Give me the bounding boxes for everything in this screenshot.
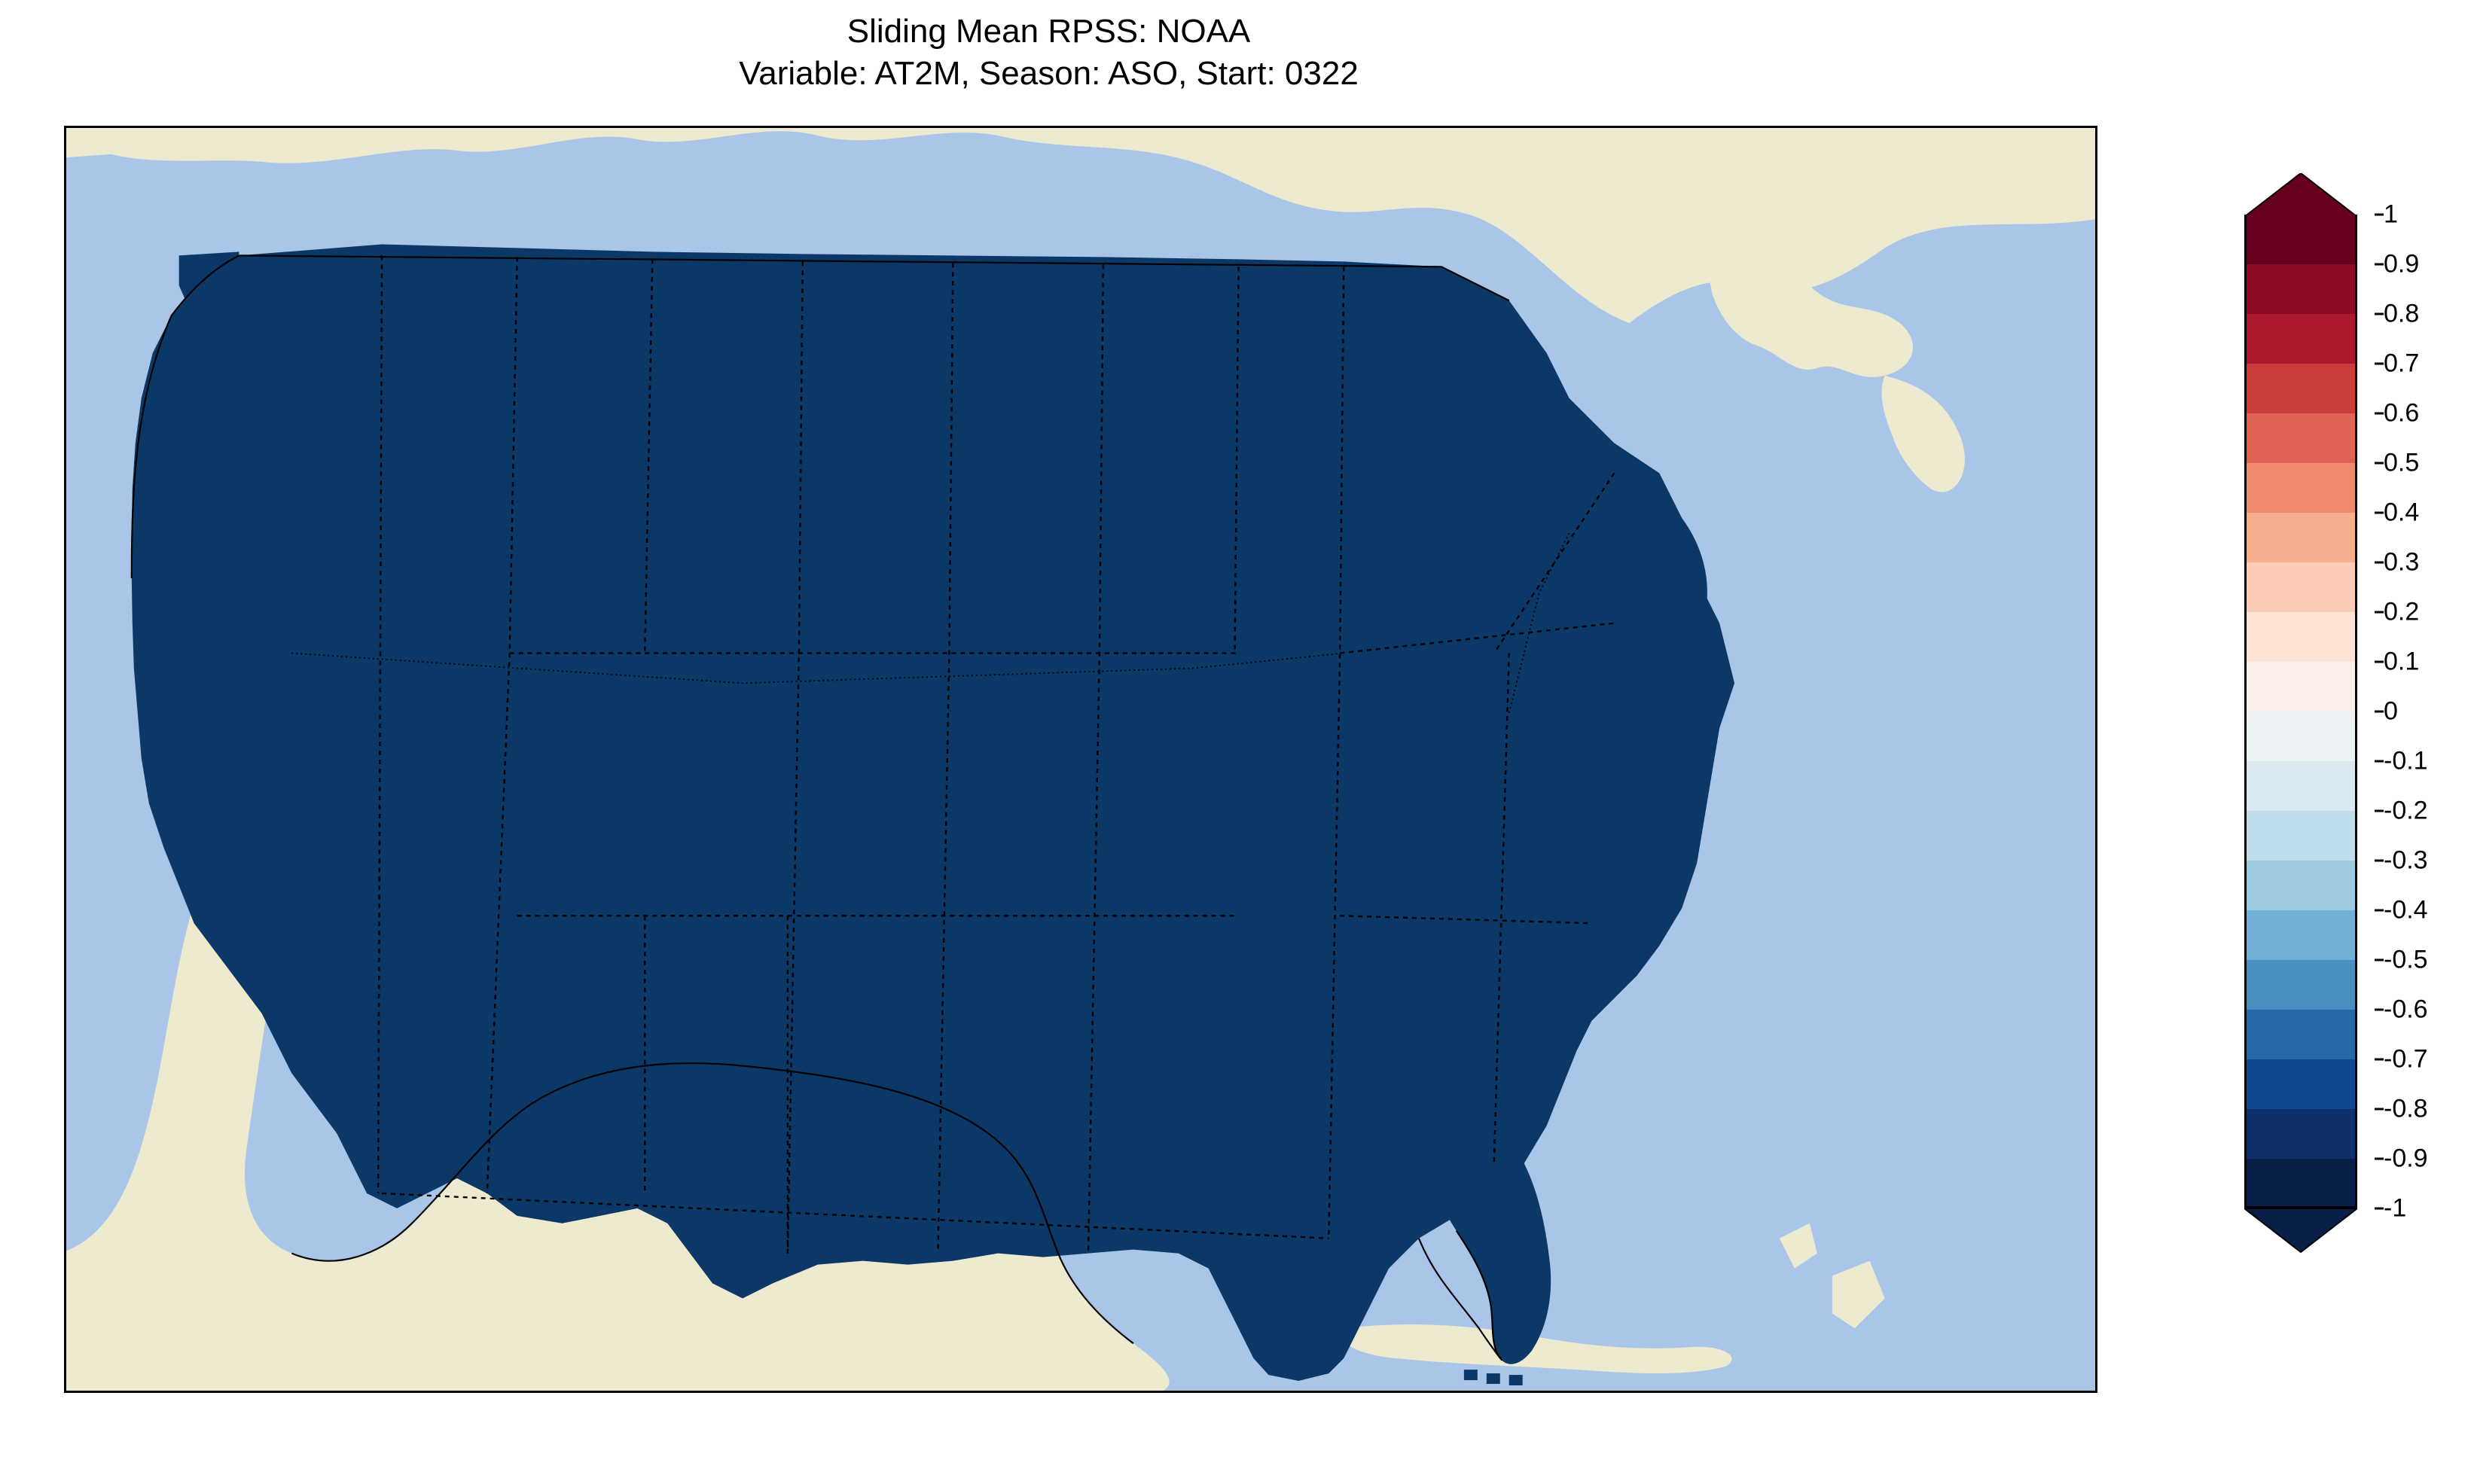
tick-mark [2375, 611, 2384, 614]
tick-mark [2375, 860, 2384, 862]
colorbar-segment-5[interactable] [2244, 463, 2357, 513]
colorbar-segment-15[interactable] [2244, 960, 2357, 1010]
colorbar-tick-label-6: 0.4 [2384, 498, 2419, 528]
colorbar-tick-label-5: 0.5 [2384, 449, 2419, 478]
tick-mark [2375, 512, 2384, 514]
colorbar-segment-12[interactable] [2244, 811, 2357, 861]
colorbar-segment-14[interactable] [2244, 910, 2357, 960]
colorbar-tick-label-1: 0.9 [2384, 250, 2419, 279]
colorbar-tick-label-8: 0.2 [2384, 598, 2419, 627]
tick-mark [2375, 910, 2384, 912]
tick-mark [2375, 264, 2384, 266]
map-plot-area[interactable] [64, 126, 2097, 1393]
colorbar-tick-label-16: -0.6 [2384, 995, 2428, 1025]
tick-mark [2375, 760, 2384, 763]
colorbar-tick-label-4: 0.6 [2384, 399, 2419, 428]
tick-mark [2375, 413, 2384, 415]
tick-mark [2375, 562, 2384, 564]
colorbar-track[interactable]: 1 0.9 0.8 0.7 0.6 0.5 0.4 0.3 0.2 0.1 0 … [2244, 215, 2357, 1208]
colorbar-tick-label-12: -0.2 [2384, 797, 2428, 826]
colorbar[interactable]: 1 0.9 0.8 0.7 0.6 0.5 0.4 0.3 0.2 0.1 0 … [2229, 169, 2474, 1344]
colorbar-tick-label-9: 0.1 [2384, 648, 2419, 677]
tick-mark [2375, 1158, 2384, 1160]
chart-title-line2: Variable: AT2M, Season: ASO, Start: 0322 [0, 53, 2097, 95]
colorbar-tick-label-11: -0.1 [2384, 747, 2428, 776]
tick-mark [2375, 1108, 2384, 1111]
colorbar-tick-label-10: 0 [2384, 697, 2398, 727]
tick-mark [2375, 363, 2384, 365]
tick-mark [2375, 661, 2384, 663]
colorbar-tick-label-2: 0.8 [2384, 300, 2419, 329]
tick-mark [2375, 1009, 2384, 1011]
tick-mark [2375, 810, 2384, 812]
colorbar-segment-10[interactable] [2244, 712, 2357, 761]
tick-mark [2375, 1208, 2384, 1210]
tick-mark [2375, 711, 2384, 713]
colorbar-segment-8[interactable] [2244, 612, 2357, 662]
colorbar-segment-2[interactable] [2244, 314, 2357, 364]
colorbar-extend-min[interactable] [2244, 1208, 2357, 1252]
colorbar-tick-label-15: -0.5 [2384, 946, 2428, 975]
colorbar-tick-label-19: -0.9 [2384, 1144, 2428, 1174]
colorbar-segment-0[interactable] [2244, 215, 2357, 264]
colorbar-segment-17[interactable] [2244, 1059, 2357, 1109]
colorbar-segment-11[interactable] [2244, 761, 2357, 811]
tick-mark [2375, 214, 2384, 216]
colorbar-extend-max[interactable] [2244, 173, 2357, 217]
colorbar-segment-7[interactable] [2244, 562, 2357, 612]
colorbar-tick-label-18: -0.8 [2384, 1095, 2428, 1124]
colorbar-segment-1[interactable] [2244, 264, 2357, 314]
colorbar-segment-13[interactable] [2244, 861, 2357, 910]
tick-mark [2375, 959, 2384, 961]
colorbar-segment-6[interactable] [2244, 513, 2357, 562]
tick-mark [2375, 1059, 2384, 1061]
colorbar-tick-label-0: 1 [2384, 200, 2398, 230]
tick-mark [2375, 313, 2384, 315]
colorbar-tick-label-7: 0.3 [2384, 548, 2419, 577]
colorbar-segment-4[interactable] [2244, 413, 2357, 463]
colorbar-tick-label-14: -0.4 [2384, 896, 2428, 925]
tick-mark [2375, 462, 2384, 465]
colorbar-segment-9[interactable] [2244, 662, 2357, 712]
chart-title-line1: Sliding Mean RPSS: NOAA [0, 11, 2097, 53]
colorbar-tick-label-13: -0.3 [2384, 846, 2428, 876]
colorbar-tick-label-17: -0.7 [2384, 1045, 2428, 1074]
colorbar-segment-3[interactable] [2244, 364, 2357, 413]
chart-title: Sliding Mean RPSS: NOAA Variable: AT2M, … [0, 11, 2097, 96]
colorbar-segment-16[interactable] [2244, 1010, 2357, 1059]
colorbar-tick-label-3: 0.7 [2384, 349, 2419, 379]
colorbar-segment-19[interactable] [2244, 1159, 2357, 1208]
colorbar-tick-label-20: -1 [2384, 1194, 2406, 1223]
colorbar-segment-18[interactable] [2244, 1109, 2357, 1159]
